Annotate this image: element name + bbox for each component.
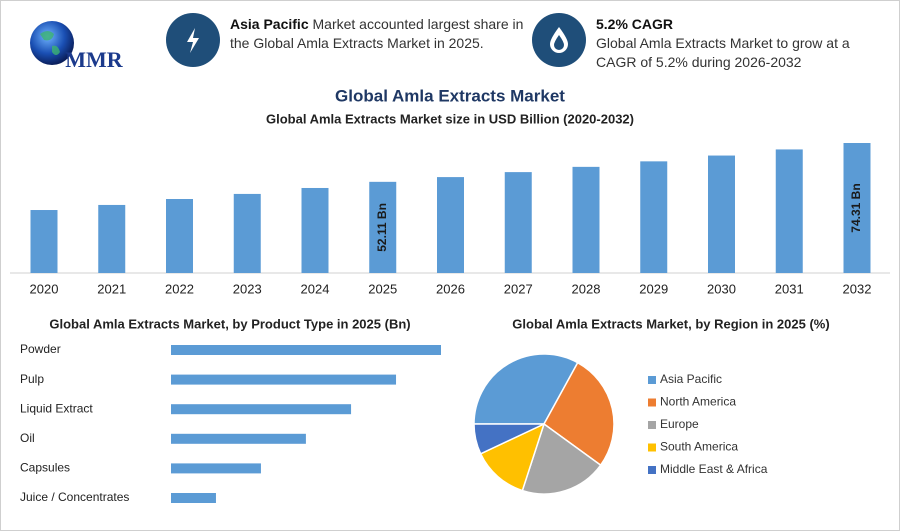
- main-title: Global Amla Extracts Market: [335, 86, 565, 105]
- bar: [572, 166, 600, 273]
- legend-label: Middle East & Africa: [660, 462, 768, 476]
- x-tick-label: 2032: [843, 281, 872, 296]
- x-tick-label: 2030: [707, 281, 736, 296]
- category-label: Pulp: [20, 372, 44, 386]
- value-label: 52.11 Bn: [375, 203, 389, 252]
- bar: [843, 143, 871, 273]
- x-tick-label: 2021: [97, 281, 126, 296]
- bar: [30, 210, 58, 273]
- x-tick-label: 2020: [30, 281, 59, 296]
- pie-slice: [473, 423, 545, 455]
- legend-label: North America: [660, 395, 736, 409]
- x-tick-label: 2029: [639, 281, 668, 296]
- bar: [166, 198, 193, 273]
- icon-drop-inner: [554, 35, 564, 50]
- logo-land: [40, 31, 60, 55]
- highlight-text: Global Amla Extracts Market to grow at a…: [596, 35, 850, 70]
- bar: [640, 161, 668, 273]
- highlight: 5.2% CAGR Global Amla Extracts Market to …: [596, 15, 866, 72]
- bar: [369, 181, 397, 273]
- bar: [775, 149, 803, 273]
- pie-slice: [479, 422, 546, 492]
- legend-swatch: [648, 443, 656, 452]
- legend-swatch: [648, 421, 656, 429]
- logo-globe: [30, 21, 74, 65]
- legend-swatch: [648, 466, 656, 474]
- logo-text: MMR: [65, 47, 124, 72]
- pie-slice: [543, 361, 615, 467]
- value-label: 74.31 Bn: [849, 183, 863, 232]
- legend-swatch: [648, 376, 656, 384]
- legend-swatch: [648, 398, 656, 407]
- chart-title: Global Amla Extracts Market, by Product …: [49, 316, 410, 331]
- bar: [171, 345, 441, 355]
- bar: [301, 187, 329, 273]
- bar: [233, 193, 261, 273]
- chart-title: Global Amla Extracts Market, by Region i…: [512, 316, 829, 331]
- pie-slice: [473, 353, 579, 425]
- bar: [708, 155, 735, 273]
- legend-label: South America: [660, 440, 738, 454]
- highlight-bold: 5.2% CAGR: [596, 16, 674, 32]
- bar: [171, 404, 352, 415]
- pie-slice: [521, 422, 602, 495]
- x-tick-label: 2024: [301, 281, 330, 296]
- x-tick-label: 2023: [233, 281, 262, 296]
- x-tick-label: 2026: [436, 281, 465, 296]
- icon-bolt: [187, 28, 199, 53]
- highlight-text: Market accounted largest share in the Gl…: [230, 16, 524, 51]
- bar: [171, 493, 216, 503]
- category-label: Oil: [20, 431, 35, 445]
- bar: [504, 172, 532, 273]
- category-label: Capsules: [20, 461, 70, 475]
- x-tick-label: 2027: [504, 281, 533, 296]
- chart-title: Global Amla Extracts Market size in USD …: [266, 111, 634, 126]
- category-label: Powder: [20, 342, 61, 356]
- bar: [437, 177, 464, 273]
- highlight-bold: Asia Pacific: [230, 16, 309, 32]
- category-label: Liquid Extract: [20, 401, 93, 415]
- category-label: Juice / Concentrates: [20, 490, 129, 504]
- legend-label: Europe: [660, 417, 699, 431]
- x-tick-label: 2025: [368, 281, 397, 296]
- x-tick-label: 2031: [775, 281, 804, 296]
- bar: [98, 204, 126, 273]
- highlight: Asia Pacific Market accounted largest sh…: [230, 15, 530, 53]
- x-tick-label: 2028: [572, 281, 601, 296]
- legend-label: Asia Pacific: [660, 372, 722, 386]
- bar: [171, 433, 306, 444]
- x-tick-label: 2022: [165, 281, 194, 296]
- bar: [171, 374, 397, 385]
- bar: [171, 463, 261, 474]
